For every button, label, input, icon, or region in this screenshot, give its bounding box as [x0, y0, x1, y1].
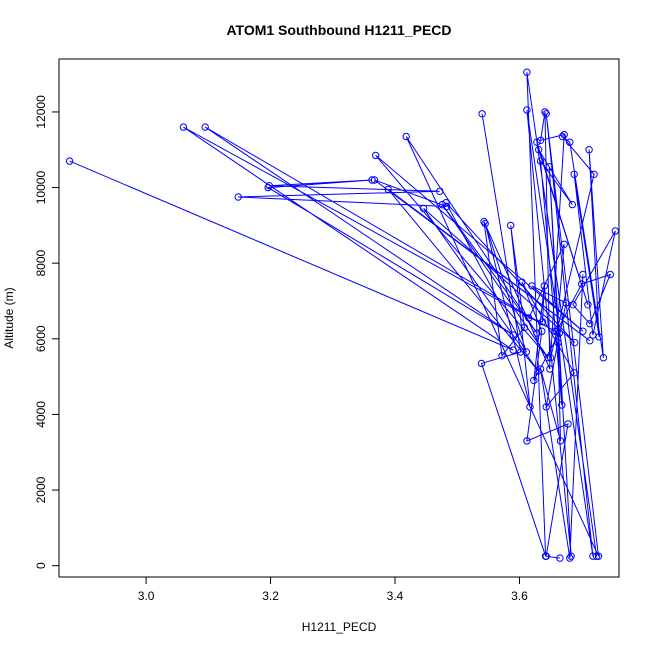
data-point — [370, 176, 379, 184]
data-point — [589, 331, 597, 339]
data-point — [556, 437, 565, 445]
data-point — [438, 200, 446, 209]
x-tick-label: 3.0 — [138, 589, 155, 603]
data-point — [509, 331, 517, 339]
y-axis-label: Altitude (m) — [2, 287, 16, 348]
data-point — [536, 136, 545, 145]
data-point — [538, 318, 547, 326]
data-point — [589, 552, 597, 560]
data-point — [538, 327, 546, 335]
data-point — [234, 193, 242, 201]
data-point — [586, 337, 594, 345]
data-point — [523, 106, 531, 114]
y-tick-label: 12000 — [34, 95, 48, 129]
data-point — [265, 182, 273, 190]
data-point — [558, 132, 567, 141]
data-point — [522, 348, 530, 356]
data-point — [570, 170, 578, 179]
data-point — [509, 346, 517, 354]
data-point — [571, 338, 579, 347]
y-tick-label: 2000 — [34, 476, 48, 503]
data-point — [558, 401, 566, 409]
data-point — [566, 554, 574, 562]
series-line — [69, 111, 616, 559]
data-point — [568, 200, 576, 209]
x-axis-label: H1211_PECD — [302, 620, 377, 634]
data-point — [536, 157, 545, 165]
data-point — [179, 123, 188, 131]
data-point — [541, 552, 550, 560]
data-point — [541, 108, 549, 116]
data-point — [481, 219, 489, 228]
data-point — [480, 217, 488, 226]
data-point — [562, 299, 570, 307]
data-point — [201, 123, 209, 131]
data-point — [560, 240, 568, 249]
y-tick-label: 6000 — [34, 325, 48, 352]
y-axis: 0 2000 4000 6000 8000 10000 12000 — [34, 95, 60, 569]
y-tick-label: 8000 — [34, 250, 48, 277]
data-point — [528, 282, 536, 290]
data-point — [611, 227, 619, 235]
data-point — [542, 110, 550, 118]
data-point — [579, 270, 587, 279]
data-point — [567, 552, 575, 560]
data-point — [579, 327, 587, 335]
data-point — [566, 138, 574, 146]
data-point — [533, 138, 541, 146]
y-tick-label: 4000 — [34, 401, 48, 428]
data-point — [368, 176, 376, 184]
x-axis: 3.0 3.2 3.4 3.6 — [138, 576, 528, 603]
data-point — [594, 552, 603, 560]
chart-title: ATOM1 Southbound H1211_PECD — [226, 22, 451, 38]
x-tick-label: 3.6 — [511, 589, 528, 603]
data-point — [264, 183, 272, 192]
data-point — [536, 365, 545, 373]
data-point — [592, 552, 601, 560]
data-point — [556, 554, 564, 562]
data-point — [478, 110, 486, 118]
data-point — [523, 437, 531, 445]
data-point — [585, 146, 593, 154]
data-point — [402, 132, 410, 141]
data-point — [599, 354, 608, 362]
data-point — [533, 329, 541, 337]
data-point — [546, 354, 555, 362]
data-point — [586, 320, 594, 328]
data-point — [544, 354, 552, 362]
data-point — [507, 221, 515, 230]
data-point — [65, 157, 74, 165]
data-point — [526, 403, 534, 411]
data-point — [535, 146, 543, 154]
data-point — [384, 185, 392, 194]
data-point — [554, 338, 562, 347]
data-point — [545, 163, 553, 171]
data-point — [606, 270, 614, 279]
data-point — [530, 376, 538, 385]
data-point — [477, 359, 486, 368]
data-point — [560, 130, 568, 139]
x-tick-label: 3.2 — [262, 589, 279, 603]
data-point — [523, 68, 531, 76]
data-point — [564, 420, 572, 428]
x-tick-label: 3.4 — [387, 589, 404, 603]
data-point — [498, 352, 506, 360]
data-point — [442, 199, 450, 207]
y-tick-label: 10000 — [34, 171, 48, 205]
data-point — [372, 151, 380, 160]
y-tick-label: 0 — [34, 562, 48, 569]
data-point — [546, 365, 554, 373]
data-point — [517, 348, 525, 356]
data-point — [590, 170, 598, 179]
data-point — [584, 301, 592, 309]
data-series-layer — [65, 68, 619, 562]
data-point — [578, 280, 586, 288]
data-point — [569, 301, 577, 309]
